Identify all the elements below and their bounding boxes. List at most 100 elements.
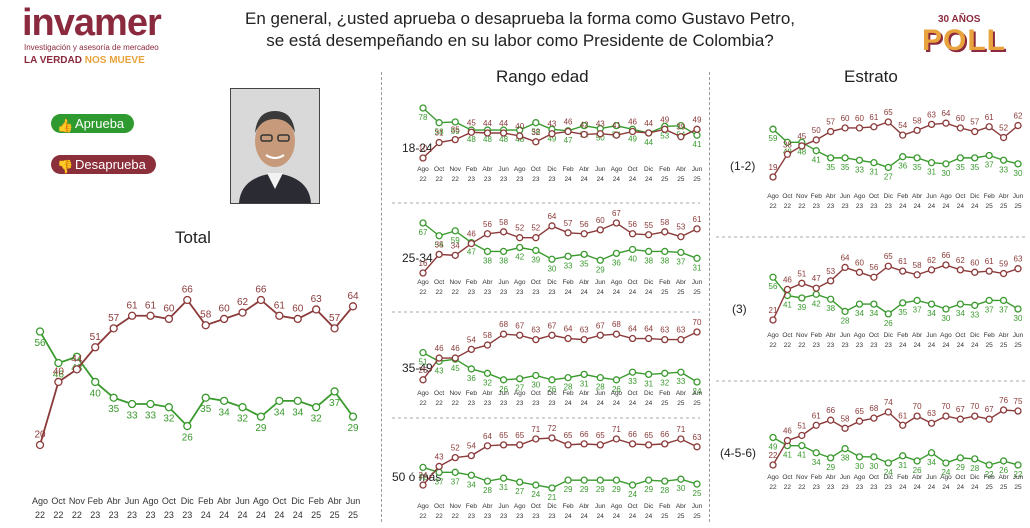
data-point xyxy=(999,269,1008,278)
data-label: 49 xyxy=(628,134,637,143)
data-point xyxy=(532,234,540,242)
x-tick-year: 23 xyxy=(484,289,492,296)
data-point xyxy=(127,399,137,409)
data-label: 60 xyxy=(596,216,605,225)
badge-anniversary: 30 AÑOS xyxy=(938,14,981,25)
x-tick-year: 25 xyxy=(693,513,701,520)
data-point xyxy=(855,417,864,425)
data-label: 59 xyxy=(451,127,460,136)
data-label: 61 xyxy=(693,215,702,224)
data-point xyxy=(927,159,936,167)
x-tick-year: 22 xyxy=(436,400,444,407)
data-label: 62 xyxy=(956,256,965,265)
data-label: 42 xyxy=(812,299,821,308)
data-label: 67 xyxy=(956,405,965,414)
data-label: 44 xyxy=(644,119,653,128)
data-point xyxy=(467,451,476,460)
data-point xyxy=(999,133,1008,142)
x-tick-month: Jun xyxy=(840,193,851,200)
data-point xyxy=(612,476,621,484)
data-label: 63 xyxy=(676,326,685,335)
data-point xyxy=(693,254,701,262)
x-tick-year: 22 xyxy=(35,510,45,520)
x-tick-month: Feb xyxy=(466,166,478,173)
data-label: 64 xyxy=(347,291,359,302)
x-tick-month: Jun xyxy=(498,390,509,397)
data-point xyxy=(677,435,685,443)
x-tick-year: 24 xyxy=(564,400,572,407)
data-label: 32 xyxy=(237,414,249,425)
data-label: 27 xyxy=(515,487,524,496)
x-tick-month: Jun xyxy=(346,496,361,506)
x-tick-month: Jun xyxy=(692,166,703,173)
data-point xyxy=(899,153,907,161)
data-point xyxy=(644,476,653,484)
data-point xyxy=(769,125,777,133)
x-tick-month: Nov xyxy=(449,279,461,286)
data-point xyxy=(127,311,137,320)
data-label: 64 xyxy=(547,212,556,221)
x-tick-month: Feb xyxy=(811,332,823,339)
x-tick-month: Abr xyxy=(676,166,687,173)
x-tick-year: 24 xyxy=(928,484,936,491)
x-tick-year: 23 xyxy=(468,289,476,296)
data-label: 38 xyxy=(783,140,792,149)
data-point xyxy=(109,324,118,333)
x-tick-month: Ago xyxy=(854,193,866,200)
x-tick-month: Dic xyxy=(547,503,557,510)
x-tick-year: 23 xyxy=(885,203,893,210)
data-point xyxy=(870,414,878,422)
data-point xyxy=(644,247,653,256)
data-point xyxy=(927,419,936,427)
data-point xyxy=(330,387,339,396)
data-point xyxy=(612,121,621,130)
x-tick-year: 22 xyxy=(769,484,777,491)
x-tick-year: 24 xyxy=(629,176,637,183)
x-tick-month: Abr xyxy=(579,390,590,397)
x-tick-year: 23 xyxy=(500,513,508,520)
x-tick-month: Dic xyxy=(970,332,980,339)
x-tick-year: 23 xyxy=(827,484,835,491)
data-point xyxy=(467,128,476,136)
data-point xyxy=(564,441,572,449)
x-tick-year: 23 xyxy=(856,203,864,210)
data-point xyxy=(580,121,588,130)
data-label: 61 xyxy=(985,113,994,122)
data-label: 46 xyxy=(783,275,792,284)
data-point xyxy=(855,156,864,164)
data-label: 24 xyxy=(419,471,428,480)
x-tick-month: Nov xyxy=(449,166,461,173)
data-label: 35 xyxy=(826,163,835,172)
data-label: 34 xyxy=(219,407,231,418)
data-point xyxy=(985,461,993,469)
data-label: 44 xyxy=(483,119,492,128)
data-point xyxy=(899,452,907,460)
data-label: 30 xyxy=(941,314,950,323)
x-tick-month: Jun xyxy=(595,166,606,173)
data-point xyxy=(855,268,864,276)
x-tick-year: 24 xyxy=(219,510,229,520)
data-label: 37 xyxy=(985,160,994,169)
data-point xyxy=(419,463,427,472)
x-tick-year: 24 xyxy=(914,342,922,349)
data-point xyxy=(499,129,508,137)
data-point xyxy=(1014,407,1022,415)
data-point xyxy=(956,300,965,308)
data-label: 49 xyxy=(769,443,778,452)
series-line-approve xyxy=(422,466,698,489)
data-label: 33 xyxy=(676,377,685,386)
data-label: 61 xyxy=(812,411,821,420)
panel-label: (3) xyxy=(732,302,747,316)
series-line-disapprove xyxy=(422,128,698,159)
x-tick-year: 25 xyxy=(1000,342,1008,349)
x-tick-month: Ago xyxy=(514,279,526,286)
data-label: 52 xyxy=(999,124,1008,133)
x-tick-month: Oct xyxy=(531,390,541,397)
data-point xyxy=(783,436,792,445)
x-tick-year: 25 xyxy=(677,513,685,520)
data-label: 44 xyxy=(644,138,653,147)
data-label: 43 xyxy=(547,120,556,129)
x-tick-year: 25 xyxy=(1014,484,1022,491)
x-tick-year: 23 xyxy=(164,510,174,520)
x-tick-month: Ago xyxy=(514,166,526,173)
